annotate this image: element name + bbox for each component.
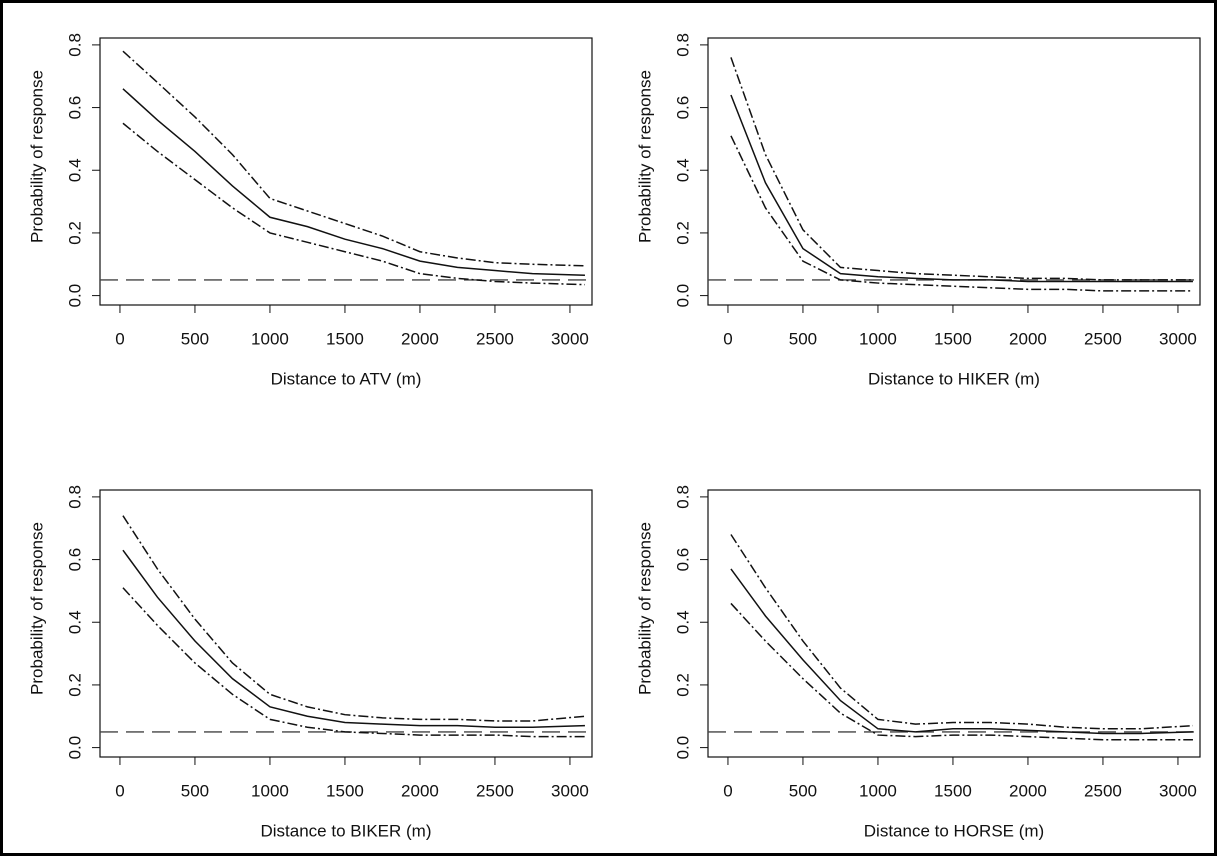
x-axis-label: Distance to BIKER (m): [261, 821, 432, 840]
x-tick-label: 3000: [551, 329, 589, 348]
y-tick-label: 0.8: [673, 33, 692, 57]
x-tick-label: 500: [181, 781, 209, 800]
y-tick-label: 0.4: [65, 158, 84, 182]
y-axis-label: Probability of response: [27, 522, 46, 695]
y-tick-label: 0.2: [65, 673, 84, 697]
x-tick-label: 1000: [251, 329, 289, 348]
y-tick-label: 0.0: [65, 736, 84, 760]
plot-box: [99, 37, 593, 306]
y-tick-label: 0.8: [65, 33, 84, 57]
x-tick-label: 0: [723, 329, 732, 348]
y-axis-label: Probability of response: [635, 522, 654, 695]
curve: [730, 568, 1193, 735]
curve: [730, 602, 1193, 741]
x-tick-label: 1500: [326, 781, 364, 800]
curve: [122, 88, 585, 276]
y-tick-label: 0.0: [65, 284, 84, 308]
y-tick-label: 0.2: [673, 673, 692, 697]
y-tick-label: 0.6: [673, 548, 692, 572]
curve: [122, 122, 585, 286]
curve: [730, 57, 1193, 281]
x-tick-label: 500: [181, 329, 209, 348]
y-tick-label: 0.6: [65, 548, 84, 572]
y-tick-label: 0.6: [65, 96, 84, 120]
x-tick-label: 0: [115, 329, 124, 348]
x-tick-label: 1500: [326, 329, 364, 348]
x-axis-label: Distance to HIKER (m): [868, 369, 1040, 388]
y-tick-label: 0.0: [673, 284, 692, 308]
x-tick-label: 500: [789, 781, 817, 800]
curve: [730, 94, 1193, 283]
curve: [730, 135, 1193, 292]
x-tick-label: 1500: [934, 781, 972, 800]
curve: [730, 534, 1193, 730]
curve: [122, 50, 585, 267]
x-tick-label: 2000: [1009, 781, 1047, 800]
x-tick-label: 2500: [1084, 329, 1122, 348]
x-tick-label: 1000: [251, 781, 289, 800]
curve: [122, 549, 585, 728]
plot-box: [707, 489, 1201, 758]
y-tick-label: 0.4: [673, 158, 692, 182]
x-tick-label: 2500: [476, 781, 514, 800]
x-tick-label: 3000: [1159, 329, 1197, 348]
y-axis-label: Probability of response: [635, 70, 654, 243]
y-tick-label: 0.4: [673, 610, 692, 634]
x-tick-label: 3000: [1159, 781, 1197, 800]
y-tick-label: 0.8: [65, 485, 84, 509]
y-tick-label: 0.2: [673, 221, 692, 245]
x-tick-label: 1000: [859, 329, 897, 348]
x-tick-label: 2000: [401, 781, 439, 800]
plot-box: [99, 489, 593, 758]
x-tick-label: 500: [789, 329, 817, 348]
x-axis-label: Distance to ATV (m): [271, 369, 422, 388]
y-tick-label: 0.4: [65, 610, 84, 634]
x-tick-label: 3000: [551, 781, 589, 800]
plot-box: [707, 37, 1201, 306]
x-tick-label: 2500: [476, 329, 514, 348]
x-tick-label: 2000: [401, 329, 439, 348]
y-tick-label: 0.2: [65, 221, 84, 245]
x-tick-label: 2500: [1084, 781, 1122, 800]
x-tick-label: 2000: [1009, 329, 1047, 348]
y-axis-label: Probability of response: [27, 70, 46, 243]
y-tick-label: 0.6: [673, 96, 692, 120]
x-axis-label: Distance to HORSE (m): [864, 821, 1044, 840]
curve: [122, 515, 586, 722]
y-tick-label: 0.8: [673, 485, 692, 509]
x-tick-label: 1000: [859, 781, 897, 800]
x-tick-label: 1500: [934, 329, 972, 348]
y-tick-label: 0.0: [673, 736, 692, 760]
curve: [122, 587, 585, 738]
x-tick-label: 0: [115, 781, 124, 800]
x-tick-label: 0: [723, 781, 732, 800]
